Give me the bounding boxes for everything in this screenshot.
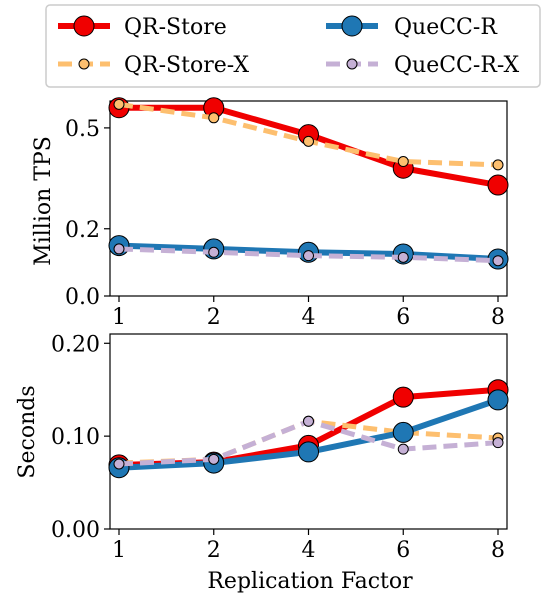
throughput-point-qr-store-x xyxy=(492,159,504,171)
legend-label-quecc-r-x: QueCC-R-X xyxy=(394,53,520,78)
plot-throughput: 1 2 4 6 8 0.0 0.2 0.5 xyxy=(65,97,509,330)
ylabel-latency: Seconds xyxy=(15,385,40,478)
latency-ytick-label: 0.00 xyxy=(51,518,100,543)
latency-ytick-label: 0.20 xyxy=(51,332,100,357)
chart-throughput: Million TPS 1 2 4 6 8 0.0 0.2 0.5 xyxy=(31,97,509,330)
latency-xtick-label: 4 xyxy=(302,538,316,563)
legend-entry-quecc-r-x: QueCC-R-X xyxy=(326,53,520,78)
latency-point-quecc-r xyxy=(487,389,509,411)
throughput-xtick-label: 2 xyxy=(207,305,221,330)
throughput-xtick-label: 4 xyxy=(302,305,316,330)
legend-entry-qr-store-x: QR-Store-X xyxy=(58,53,249,78)
throughput-xtick-label: 1 xyxy=(112,305,126,330)
throughput-point-qr-store xyxy=(487,174,509,196)
legend-frame xyxy=(45,4,541,88)
latency-xtick-label: 6 xyxy=(396,538,410,563)
latency-point-quecc-r-x xyxy=(208,453,220,465)
throughput-xtick-label: 6 xyxy=(396,305,410,330)
latency-xtick-label: 2 xyxy=(207,538,221,563)
legend: QR-Store QueCC-R QR-Store-X QueCC-R-X xyxy=(45,4,541,88)
throughput-ytick-label: 0.0 xyxy=(65,285,100,310)
throughput-point-qr-store-x xyxy=(208,112,220,124)
latency-ytick-label: 0.10 xyxy=(51,425,100,450)
latency-axes-frame xyxy=(109,333,508,530)
throughput-point-qr-store-x xyxy=(397,156,409,168)
legend-marker-qr-store xyxy=(73,15,95,37)
throughput-point-qr-store-x xyxy=(113,98,125,110)
throughput-point-quecc-r-x xyxy=(397,251,409,263)
legend-label-qr-store-x: QR-Store-X xyxy=(124,53,249,78)
latency-point-quecc-r xyxy=(392,421,414,443)
latency-point-qr-store xyxy=(392,386,414,408)
latency-point-quecc-r-x xyxy=(303,415,314,427)
throughput-point-qr-store-x xyxy=(303,135,314,147)
throughput-ytick-label: 0.2 xyxy=(65,218,100,243)
latency-point-quecc-r xyxy=(298,441,319,463)
latency-xtick-label: 1 xyxy=(112,538,126,563)
throughput-point-quecc-r-x xyxy=(492,255,504,267)
legend-marker-quecc-r xyxy=(341,15,363,37)
throughput-point-quecc-r-x xyxy=(303,250,314,262)
ylabel-throughput: Million TPS xyxy=(31,136,56,266)
legend-label-quecc-r: QueCC-R xyxy=(394,15,498,40)
xlabel-latency: Replication Factor xyxy=(207,569,413,594)
throughput-point-quecc-r-x xyxy=(208,246,220,258)
throughput-point-quecc-r-x xyxy=(113,243,125,255)
latency-point-quecc-r-x xyxy=(113,458,125,470)
chart-latency: Seconds Replication Factor 1 2 4 6 8 0.00 0.10… xyxy=(15,332,509,594)
latency-xtick-label: 8 xyxy=(491,538,505,563)
throughput-xtick-label: 8 xyxy=(491,305,505,330)
legend-entry-quecc-r: QueCC-R xyxy=(326,15,498,40)
legend-entry-qr-store: QR-Store xyxy=(58,15,227,40)
legend-marker-qr-store-x xyxy=(78,58,90,70)
legend-marker-quecc-r-x xyxy=(346,58,358,70)
latency-point-quecc-r-x xyxy=(397,443,409,455)
legend-label-qr-store: QR-Store xyxy=(124,15,227,40)
latency-point-quecc-r-x xyxy=(492,437,504,449)
throughput-ytick-label: 0.5 xyxy=(65,117,100,142)
plot-latency: 1 2 4 6 8 0.00 0.10 0.20 xyxy=(51,332,509,563)
